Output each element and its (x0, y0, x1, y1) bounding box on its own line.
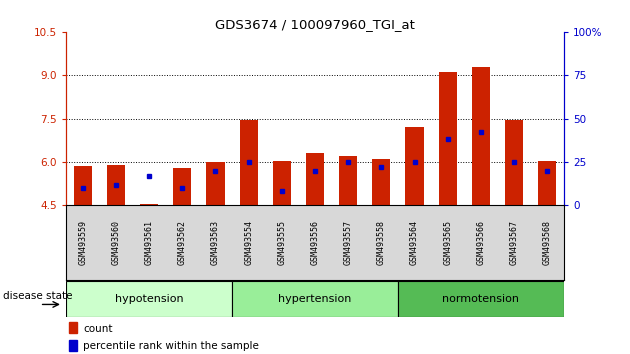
Bar (66, 281, 232, 317)
Title: GDS3674 / 100097960_TGI_at: GDS3674 / 100097960_TGI_at (215, 18, 415, 31)
Text: GSM493561: GSM493561 (145, 220, 154, 265)
Text: hypertension: hypertension (278, 294, 352, 304)
Bar (398, 281, 564, 317)
Bar (140, 204, 158, 205)
Text: count: count (83, 324, 113, 333)
Text: GSM493567: GSM493567 (510, 220, 518, 265)
Text: percentile rank within the sample: percentile rank within the sample (83, 341, 259, 351)
Bar (207, 162, 224, 205)
Text: GSM493557: GSM493557 (344, 220, 353, 265)
Text: GSM493563: GSM493563 (211, 220, 220, 265)
Text: GSM493562: GSM493562 (178, 220, 186, 265)
Text: GSM493568: GSM493568 (543, 220, 552, 265)
Text: normotension: normotension (442, 294, 519, 304)
Bar (69, 340, 77, 351)
Bar (239, 120, 258, 205)
Bar (107, 165, 125, 205)
Bar (69, 322, 77, 333)
Bar (438, 72, 457, 205)
Bar (273, 160, 291, 205)
Bar (306, 153, 324, 205)
Text: GSM493564: GSM493564 (410, 220, 419, 265)
Text: GSM493560: GSM493560 (112, 220, 120, 265)
Bar (472, 67, 490, 205)
Bar (232, 281, 398, 317)
Text: GSM493556: GSM493556 (311, 220, 319, 265)
Text: disease state: disease state (3, 291, 73, 301)
Bar (173, 168, 192, 205)
Bar (406, 127, 423, 205)
Text: GSM493554: GSM493554 (244, 220, 253, 265)
Text: GSM493555: GSM493555 (277, 220, 286, 265)
Text: GSM493565: GSM493565 (444, 220, 452, 265)
Text: hypotension: hypotension (115, 294, 183, 304)
Text: GSM493559: GSM493559 (78, 220, 87, 265)
Bar (372, 159, 391, 205)
Bar (339, 156, 357, 205)
Bar (505, 120, 523, 205)
Bar (74, 166, 92, 205)
Bar (538, 160, 556, 205)
Text: GSM493558: GSM493558 (377, 220, 386, 265)
Text: GSM493566: GSM493566 (476, 220, 485, 265)
